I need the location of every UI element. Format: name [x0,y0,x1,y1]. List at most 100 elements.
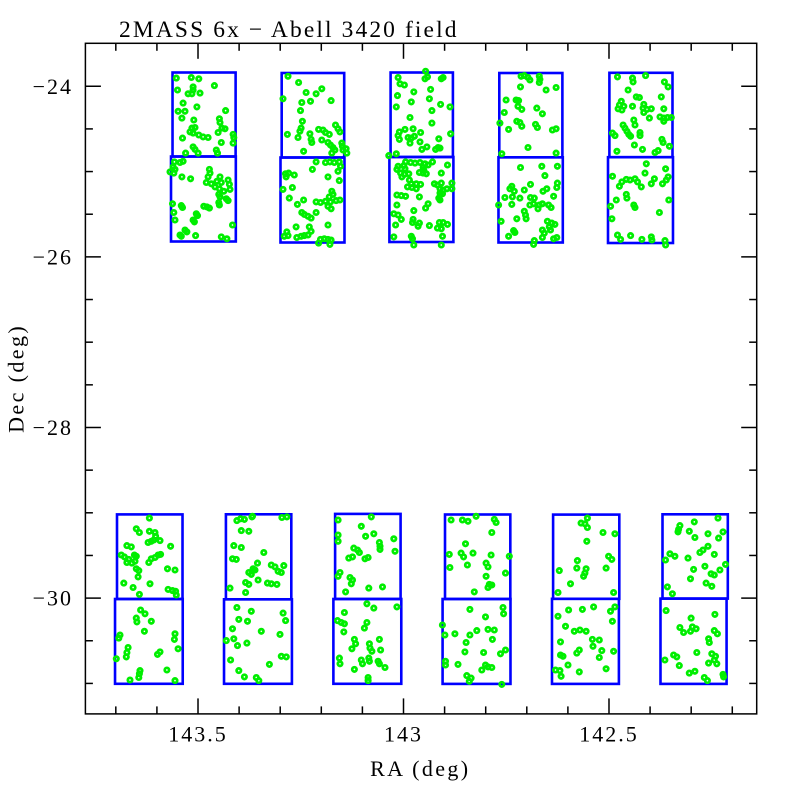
source-point [435,135,443,143]
source-point [611,603,619,611]
source-point [178,134,187,142]
source-point [315,239,323,247]
source-point [174,107,182,115]
source-point [181,107,189,115]
source-point [551,220,559,228]
source-point [282,617,290,625]
source-point [628,102,637,110]
source-point [488,635,496,643]
source-point [633,178,642,186]
source-point [573,649,581,657]
source-point [312,158,320,166]
source-point [498,680,506,688]
source-point [367,513,375,521]
source-point [466,631,474,639]
source-point [227,656,235,664]
source-point [441,631,449,639]
source-point [417,128,425,137]
source-point [539,187,547,195]
source-point [397,215,405,223]
source-point [705,659,713,667]
source-point [283,513,291,521]
source-point [133,618,141,626]
source-point [357,522,365,530]
source-point [279,609,287,617]
source-point [370,604,378,612]
source-point [296,127,304,135]
source-point [554,588,562,597]
source-point [447,130,455,138]
source-point [147,537,155,545]
source-point [187,175,195,183]
source-point [147,617,155,625]
source-point [664,173,672,181]
source-point [441,661,450,669]
source-point [680,628,688,637]
source-point [576,626,584,634]
source-point [135,528,143,537]
source-point [363,618,371,627]
source-point [472,512,480,520]
source-point [582,627,590,635]
source-point [662,607,670,615]
source-point [173,86,182,94]
source-point [360,624,368,632]
source-point [448,185,456,193]
source-point [580,572,588,580]
source-point [464,517,472,525]
source-point [638,235,646,243]
source-point [578,605,586,613]
source-point [522,215,530,223]
source-point [170,169,178,177]
source-point [538,233,546,242]
source-point [172,591,180,599]
source-point [126,676,134,684]
source-point [140,627,148,635]
source-point [235,667,243,675]
source-point [280,562,288,570]
source-point [390,233,398,241]
source-point [650,175,658,183]
source-point [526,180,535,188]
source-point [285,194,293,202]
source-point [640,108,648,117]
source-point [190,116,198,124]
source-point [392,221,400,229]
source-point [298,117,306,125]
source-point [245,580,253,588]
source-point [145,558,153,567]
source-point [179,99,187,107]
source-point [334,516,342,524]
source-point [217,138,225,147]
source-point [488,528,496,537]
source-point [561,622,570,630]
source-point [410,88,418,96]
source-point [627,132,635,140]
survey-tile [279,156,346,244]
source-point [686,575,695,583]
source-point [352,640,360,648]
source-point [393,92,402,100]
source-point [334,167,342,175]
source-point [630,141,638,149]
source-point [179,157,187,165]
source-point [196,89,204,97]
source-point [340,628,348,636]
source-point [393,201,401,209]
source-point [534,205,542,213]
source-point [216,118,224,127]
source-point [602,564,610,572]
source-point [492,518,500,527]
source-point [685,527,693,535]
source-point [422,204,430,212]
source-point [232,555,240,563]
source-point [171,677,179,685]
source-point [324,221,332,229]
source-point [410,132,418,140]
source-point [308,165,316,173]
source-point [228,625,237,633]
source-point [336,162,345,170]
source-point [414,222,422,230]
source-point [438,621,446,629]
source-point [708,582,716,590]
